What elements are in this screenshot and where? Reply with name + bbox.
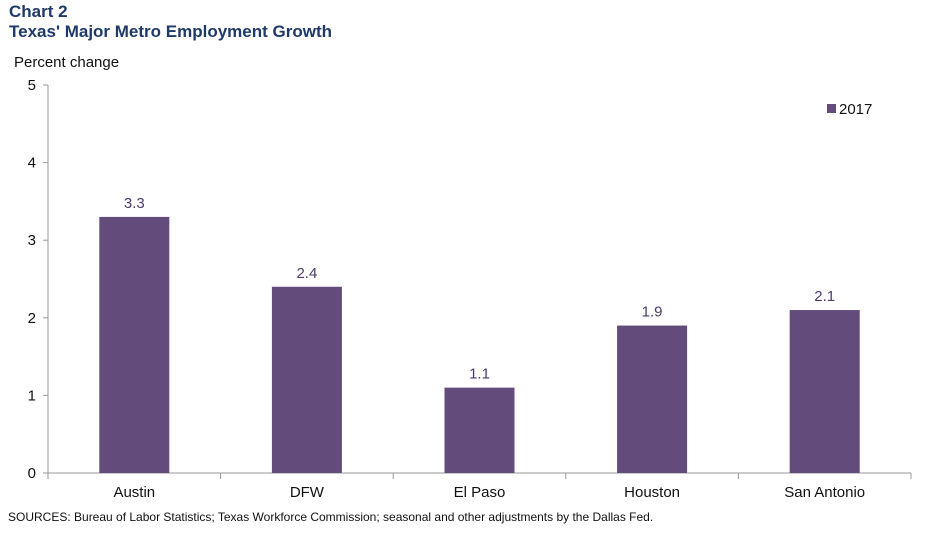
data-label: 2.4 (296, 265, 317, 282)
x-tick-label: El Paso (454, 484, 506, 501)
sources-note: SOURCES: Bureau of Labor Statistics; Tex… (8, 510, 654, 524)
y-tick-label: 0 (28, 465, 36, 482)
bar (99, 216, 170, 474)
legend-swatch (827, 104, 836, 113)
data-label: 1.1 (469, 366, 490, 383)
bar (617, 325, 688, 473)
bar (271, 286, 342, 473)
bar (444, 387, 515, 473)
legend-label: 2017 (839, 101, 872, 118)
y-axis-label: Percent change (14, 54, 120, 71)
x-tick-label: Austin (113, 484, 155, 501)
y-tick-label: 2 (28, 310, 36, 327)
chart-number: Chart 2 (9, 2, 68, 21)
x-tick-label: San Antonio (784, 484, 865, 501)
chart-title: Texas' Major Metro Employment Growth (9, 22, 332, 41)
y-tick-label: 5 (28, 77, 36, 94)
data-label: 1.9 (642, 304, 663, 321)
data-label: 3.3 (124, 195, 145, 212)
y-tick-label: 3 (28, 232, 36, 249)
y-tick-label: 1 (28, 387, 36, 404)
y-tick-label: 4 (28, 155, 36, 172)
bar (789, 310, 860, 473)
x-tick-label: DFW (290, 484, 325, 501)
x-tick-label: Houston (624, 484, 680, 501)
data-label: 2.1 (814, 288, 835, 305)
bar-chart: 0 1 2 3 4 5 3.3 Austin 2.4 DFW 1.1 El Paso 1.9 Housto… (28, 77, 912, 501)
